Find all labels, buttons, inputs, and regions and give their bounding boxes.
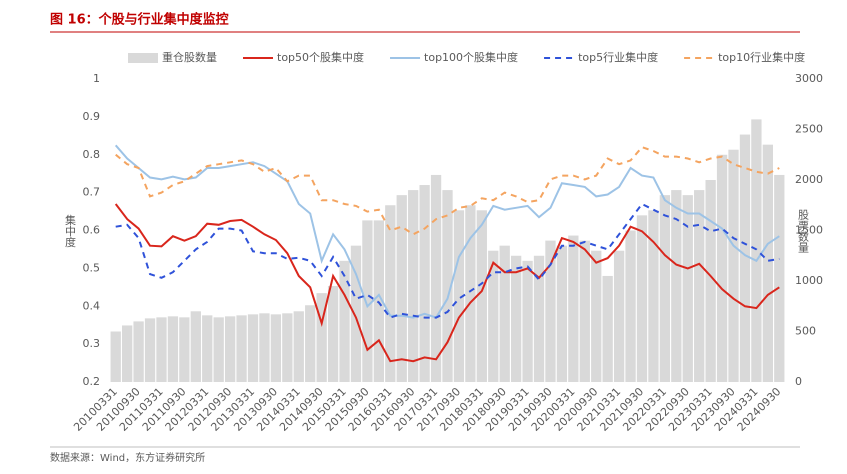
line: [115, 202, 780, 319]
y2-tick-label: 1000: [795, 274, 823, 287]
bar: [728, 149, 739, 382]
bar: [213, 317, 224, 382]
bar: [716, 154, 728, 382]
line: [114, 203, 780, 363]
bar: [224, 316, 236, 382]
bar: [682, 195, 693, 382]
bar: [556, 245, 568, 382]
y-tick-label: 0.9: [83, 110, 101, 123]
bar: [167, 316, 179, 382]
bar: [270, 314, 282, 382]
bar: [751, 119, 762, 383]
bar: [316, 293, 327, 382]
bar: [694, 190, 705, 382]
y-tick-label: 0.3: [83, 337, 101, 350]
line: [114, 144, 780, 319]
bar: [739, 134, 751, 382]
y2-tick-label: 1500: [795, 224, 823, 237]
bar: [133, 321, 144, 382]
bar: [282, 313, 293, 382]
bar: [350, 245, 362, 382]
bar: [259, 313, 270, 382]
bar: [442, 190, 453, 382]
bar: [522, 260, 533, 382]
bar: [671, 190, 682, 382]
bar: [362, 220, 373, 382]
bar: [430, 174, 442, 382]
bar: [510, 255, 522, 382]
bar: [705, 180, 716, 382]
bar: [659, 195, 671, 382]
y2-tick-label: 2500: [795, 123, 823, 136]
bar: [579, 240, 590, 382]
y-tick-label: 0.6: [83, 224, 101, 237]
bar: [568, 235, 579, 382]
bar: [247, 314, 259, 382]
bar: [144, 318, 156, 382]
bar: [488, 250, 499, 382]
bar: [762, 144, 773, 382]
bar: [774, 174, 785, 382]
y2-tick-label: 2000: [795, 173, 823, 186]
bar: [476, 210, 487, 382]
y2-tick-label: 3000: [795, 72, 823, 85]
legend-label: top5行业集中度: [578, 50, 658, 64]
bar: [305, 305, 316, 382]
bar: [533, 255, 545, 382]
bar: [110, 331, 121, 382]
y-tick-label: 0.8: [83, 148, 101, 161]
y-axis-label: 集中度: [64, 213, 77, 248]
legend-label: top100个股集中度: [424, 50, 518, 64]
bar: [499, 245, 510, 382]
bar: [419, 185, 430, 382]
bar: [156, 317, 167, 382]
bar: [591, 250, 602, 382]
legend-label: top10行业集中度: [718, 50, 805, 64]
line: [115, 146, 780, 236]
legend-label: top50个股集中度: [277, 50, 364, 64]
bar: [465, 205, 476, 382]
y2-axis-label: 股票数量: [797, 209, 810, 253]
y2-tick-label: 0: [795, 375, 802, 388]
bar: [625, 230, 636, 382]
bar: [179, 317, 190, 382]
legend-swatch: [128, 53, 158, 63]
bar: [636, 215, 648, 382]
chart-title: 图 16：个股与行业集中度监控: [50, 12, 229, 28]
bar: [339, 260, 350, 382]
y2-tick-label: 500: [795, 325, 816, 338]
bar: [190, 311, 201, 382]
bar: [385, 205, 396, 382]
bar: [236, 315, 247, 382]
legend-label: 重仓股数量: [162, 50, 217, 64]
bar: [602, 275, 613, 382]
bar: [408, 190, 419, 382]
bar: [373, 220, 385, 382]
bar: [202, 315, 213, 382]
bar: [122, 325, 133, 382]
bar: [396, 195, 407, 382]
bar: [293, 311, 304, 382]
y-tick-label: 0.7: [83, 186, 101, 199]
y-tick-label: 0.4: [83, 299, 101, 312]
source: 数据来源：Wind，东方证券研究所: [50, 451, 205, 464]
bar: [545, 240, 556, 382]
y-tick-label: 0.5: [83, 261, 101, 274]
y-tick-label: 1: [93, 72, 100, 85]
y-tick-label: 0.2: [83, 375, 101, 388]
bar: [648, 210, 659, 382]
bar: [327, 286, 339, 382]
bar: [453, 210, 465, 382]
bar: [613, 250, 625, 382]
